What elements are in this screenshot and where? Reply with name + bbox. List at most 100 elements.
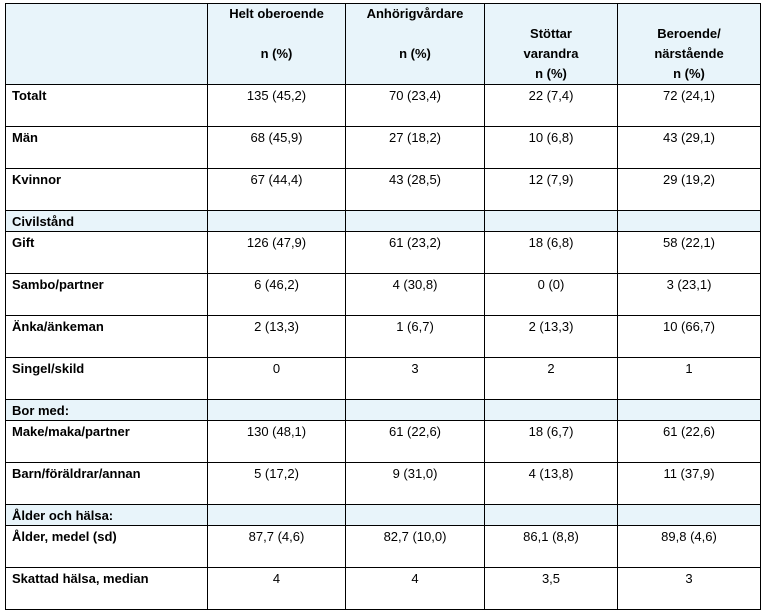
value-cell: 135 (45,2) (207, 84, 346, 127)
value-cell: 0 (0) (484, 273, 618, 316)
column-header-line: n (%) (535, 66, 567, 81)
column-header-line: Anhörigvårdare (366, 6, 464, 21)
row-label: Barn/föräldrar/annan (5, 462, 208, 505)
value-cell: 61 (23,2) (345, 231, 485, 274)
value-cell: 4 (13,8) (484, 462, 618, 505)
table-row: Totalt 135 (45,2) 70 (23,4) 22 (7,4) 72 (24,… (5, 84, 761, 127)
table-row: Kvinnor 67 (44,4) 43 (28,5) 12 (7,9) 29 (19,… (5, 168, 761, 211)
value-cell: 4 (30,8) (345, 273, 485, 316)
column-header-1: Helt oberoende n (%) (207, 3, 346, 85)
value-cell: 10 (6,8) (484, 126, 618, 169)
value-cell: 18 (6,7) (484, 420, 618, 463)
value-cell: 72 (24,1) (617, 84, 761, 127)
value-cell: 130 (48,1) (207, 420, 346, 463)
value-cell: 22 (7,4) (484, 84, 618, 127)
row-label: Singel/skild (5, 357, 208, 400)
row-label: Ålder, medel (sd) (5, 525, 208, 568)
section-empty-cell (617, 399, 761, 421)
section-empty-cell (345, 504, 485, 526)
table-row: Sambo/partner 6 (46,2) 4 (30,8) 0 (0) 3 (23,… (5, 273, 761, 316)
value-cell: 87,7 (4,6) (207, 525, 346, 568)
table-row: Ålder, medel (sd) 87,7 (4,6) 82,7 (10,0) 86… (5, 525, 761, 568)
table-row: Skattad hälsa, median 4 4 3,5 3 (5, 567, 761, 610)
column-header-line: Stöttar (530, 26, 572, 41)
section-empty-cell (484, 210, 618, 232)
section-row: Bor med: (5, 399, 761, 421)
column-header-4: Beroende/närstående n (%) (617, 3, 761, 85)
value-cell: 27 (18,2) (345, 126, 485, 169)
value-cell: 58 (22,1) (617, 231, 761, 274)
value-cell: 5 (17,2) (207, 462, 346, 505)
table-row: Singel/skild 0 3 2 1 (5, 357, 761, 400)
value-cell: 3 (617, 567, 761, 610)
section-empty-cell (617, 504, 761, 526)
value-cell: 61 (22,6) (617, 420, 761, 463)
table-row: Make/maka/partner 130 (48,1) 61 (22,6) 18 (… (5, 420, 761, 463)
value-cell: 89,8 (4,6) (617, 525, 761, 568)
section-row: Ålder och hälsa: (5, 504, 761, 526)
header-row: Helt oberoende n (%) Anhörigvårdare n (%)… (5, 3, 761, 85)
section-empty-cell (207, 504, 346, 526)
column-header-line (347, 24, 484, 44)
header-corner-cell (5, 3, 208, 85)
value-cell: 67 (44,4) (207, 168, 346, 211)
section-empty-cell (207, 210, 346, 232)
row-label: Make/maka/partner (5, 420, 208, 463)
column-header-line (486, 5, 617, 25)
value-cell: 126 (47,9) (207, 231, 346, 274)
column-header-line (619, 5, 760, 25)
value-cell: 2 (484, 357, 618, 400)
section-row: Civilstånd (5, 210, 761, 232)
column-header-3: Stöttar varandra n (%) (484, 3, 618, 85)
column-header-line (209, 24, 345, 44)
section-label: Civilstånd (5, 210, 208, 232)
value-cell: 68 (45,9) (207, 126, 346, 169)
section-empty-cell (617, 210, 761, 232)
row-label: Gift (5, 231, 208, 274)
value-cell: 10 (66,7) (617, 315, 761, 358)
value-cell: 0 (207, 357, 346, 400)
value-cell: 82,7 (10,0) (345, 525, 485, 568)
column-header-line: Helt oberoende (229, 6, 324, 21)
value-cell: 61 (22,6) (345, 420, 485, 463)
value-cell: 18 (6,8) (484, 231, 618, 274)
row-label: Kvinnor (5, 168, 208, 211)
value-cell: 12 (7,9) (484, 168, 618, 211)
section-empty-cell (345, 210, 485, 232)
value-cell: 4 (345, 567, 485, 610)
value-cell: 3 (345, 357, 485, 400)
results-table: Helt oberoende n (%) Anhörigvårdare n (%)… (5, 3, 761, 610)
value-cell: 4 (207, 567, 346, 610)
section-empty-cell (207, 399, 346, 421)
value-cell: 43 (28,5) (345, 168, 485, 211)
table-row: Gift 126 (47,9) 61 (23,2) 18 (6,8) 58 (22,1) (5, 231, 761, 274)
value-cell: 1 (6,7) (345, 315, 485, 358)
column-header-2: Anhörigvårdare n (%) (345, 3, 485, 85)
row-label: Totalt (5, 84, 208, 127)
value-cell: 3 (23,1) (617, 273, 761, 316)
value-cell: 70 (23,4) (345, 84, 485, 127)
column-header-line: n (%) (260, 46, 293, 61)
value-cell: 86,1 (8,8) (484, 525, 618, 568)
section-label: Bor med: (5, 399, 208, 421)
value-cell: 43 (29,1) (617, 126, 761, 169)
value-cell: 1 (617, 357, 761, 400)
row-label: Män (5, 126, 208, 169)
value-cell: 2 (13,3) (207, 315, 346, 358)
section-empty-cell (345, 399, 485, 421)
column-header-line: Beroende/ (657, 26, 721, 41)
section-empty-cell (484, 399, 618, 421)
value-cell: 11 (37,9) (617, 462, 761, 505)
column-header-line: n (%) (399, 46, 431, 61)
value-cell: 3,5 (484, 567, 618, 610)
row-label: Sambo/partner (5, 273, 208, 316)
value-cell: 29 (19,2) (617, 168, 761, 211)
section-empty-cell (484, 504, 618, 526)
section-label: Ålder och hälsa: (5, 504, 208, 526)
value-cell: 2 (13,3) (484, 315, 618, 358)
column-header-line: närstående (654, 46, 724, 61)
value-cell: 6 (46,2) (207, 273, 346, 316)
row-label: Skattad hälsa, median (5, 567, 208, 610)
table-row: Barn/föräldrar/annan 5 (17,2) 9 (31,0) 4 (1… (5, 462, 761, 505)
table-row: Män 68 (45,9) 27 (18,2) 10 (6,8) 43 (29,1) (5, 126, 761, 169)
